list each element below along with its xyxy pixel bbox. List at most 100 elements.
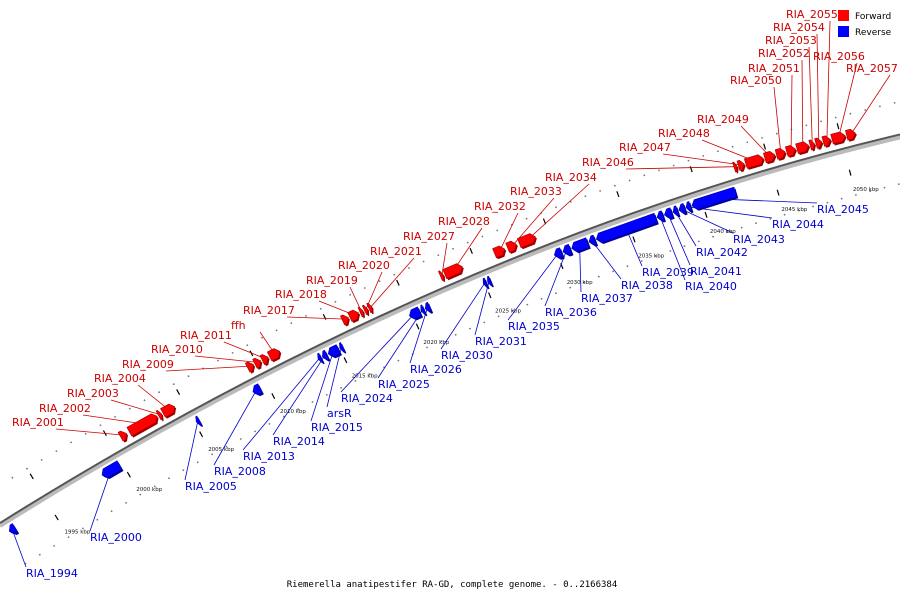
gene-arrow-ria_2054[interactable] [814,137,823,149]
gene-label-ria_1994[interactable]: RIA_1994 [26,567,78,580]
gene-label-ria_2017[interactable]: RIA_2017 [243,304,295,317]
gene-arrow-ria_2032[interactable] [492,245,506,259]
gene-label-ria_2047[interactable]: RIA_2047 [619,141,671,154]
gene-label-ria_2045[interactable]: RIA_2045 [817,203,869,216]
gene-arrow-ria_2043[interactable] [678,203,687,215]
gene-label-ria_2042[interactable]: RIA_2042 [696,246,748,259]
gene-arrow-ria_2030[interactable] [482,277,489,289]
gene-label-ria_2049[interactable]: RIA_2049 [697,113,749,126]
gene-arrow-ria_2002[interactable] [126,413,158,437]
gene-arrow-ria_2045[interactable] [691,186,738,210]
gene-arrow-ria_2055[interactable] [821,135,831,147]
gene-arrow-ria_2015[interactable] [327,344,341,358]
gene-label-ria_2056[interactable]: RIA_2056 [813,50,865,63]
gene-label-ria_2039[interactable]: RIA_2039 [642,266,694,279]
gene-label-ria_2037[interactable]: RIA_2037 [581,292,633,305]
gene-label-ria_2038[interactable]: RIA_2038 [621,279,673,292]
gene-arrow-ria_2031[interactable] [487,275,493,287]
gene-label-ria_2005[interactable]: RIA_2005 [185,480,237,493]
gene-arrow-arsr[interactable] [339,342,346,353]
gene-arrow-ria_2013[interactable] [317,352,324,363]
gene-label-ria_2052[interactable]: RIA_2052 [758,47,810,60]
gene-label-ria_2043[interactable]: RIA_2043 [733,233,785,246]
gene-arrow-ria_2056[interactable] [830,131,846,145]
gene-arrow-ria_2000[interactable] [101,460,123,478]
gene-arrow-ria_2008[interactable] [252,383,263,395]
gene-label-ria_2010[interactable]: RIA_2010 [151,343,203,356]
gene-arrow-ria_2034[interactable] [517,233,536,249]
gene-label-ria_2048[interactable]: RIA_2048 [658,127,710,140]
gene-arrow-ria_2039[interactable] [595,212,658,243]
gene-label-ria_2015[interactable]: RIA_2015 [311,421,363,434]
gene-arrow-ria_2038[interactable] [588,234,597,246]
gene-arrow-ria_2014[interactable] [322,349,330,361]
gene-label-ria_2024[interactable]: RIA_2024 [341,392,393,405]
gene-label-ria_2046[interactable]: RIA_2046 [582,156,634,169]
gene-arrow-ria_2042[interactable] [672,205,680,217]
gene-label-ria_2019[interactable]: RIA_2019 [306,274,358,287]
gene-arrow-ria_2009[interactable] [244,361,254,373]
gene-arrow-ria_2044[interactable] [685,201,693,212]
gene-label-ria_2014[interactable]: RIA_2014 [273,435,325,448]
gene-label-ria_2055[interactable]: RIA_2055 [786,8,838,21]
gene-label-ria_2001[interactable]: RIA_2001 [12,416,64,429]
gene-label-ria_2011[interactable]: RIA_2011 [180,329,232,342]
gene-arrow-ria_2027[interactable] [438,270,444,281]
gene-label-ria_2009[interactable]: RIA_2009 [122,358,174,371]
gene-label-ria_2034[interactable]: RIA_2034 [545,171,597,184]
gene-arrow-ria_2025[interactable] [420,304,427,315]
gene-arrow-ria_2036[interactable] [562,243,573,256]
gene-label-ria_2051[interactable]: RIA_2051 [748,62,800,75]
gene-arrow-ria_2037[interactable] [571,237,590,253]
gene-arrow-ria_2021[interactable] [366,302,373,314]
gene-label-ria_2050[interactable]: RIA_2050 [730,74,782,87]
gene-label-ria_2003[interactable]: RIA_2003 [67,387,119,400]
gene-arrow-ria_2035[interactable] [553,247,564,259]
gene-arrow-ria_2018[interactable] [347,309,359,322]
gene-arrow-ria_2028[interactable] [442,263,463,280]
gene-label-ria_2021[interactable]: RIA_2021 [370,245,422,258]
gene-arrow-ria_2010[interactable] [252,357,262,369]
gene-label-ria_2032[interactable]: RIA_2032 [474,200,526,213]
gene-arrow-ria_2020[interactable] [361,304,369,316]
gene-arrow-ria_2040[interactable] [656,210,665,222]
gene-label-ria_2026[interactable]: RIA_2026 [410,363,462,376]
gene-label-ria_2013[interactable]: RIA_2013 [243,450,295,463]
gene-arrow-ria_2003[interactable] [155,410,163,421]
gene-label-ria_2053[interactable]: RIA_2053 [765,34,817,47]
gene-label-ria_2028[interactable]: RIA_2028 [438,215,490,228]
gene-arrow-ria_2041[interactable] [664,207,674,219]
gene-arrow-ria_2026[interactable] [424,301,433,313]
gene-arrow-ria_2019[interactable] [357,306,364,318]
gene-label-ria_2000[interactable]: RIA_2000 [90,531,142,544]
gene-label-arsr[interactable]: arsR [327,407,352,420]
gene-arrow-ffh[interactable] [266,348,281,362]
gene-arrow-ria_2033[interactable] [505,240,517,253]
gene-label-ria_2054[interactable]: RIA_2054 [773,21,825,34]
gene-arrow-ria_2017[interactable] [339,314,349,326]
gene-arrow-ria_2053[interactable] [808,139,815,151]
gene-arrow-ria_2057[interactable] [845,128,856,141]
gene-arrow-ria_2046[interactable] [732,161,738,173]
gene-arrow-ria_2048[interactable] [743,154,764,169]
gene-label-ria_2041[interactable]: RIA_2041 [690,265,742,278]
gene-label-ffh[interactable]: ffh [231,319,246,332]
gene-arrow-ria_2049[interactable] [763,150,776,164]
gene-label-ria_2033[interactable]: RIA_2033 [510,185,562,198]
gene-label-ria_2020[interactable]: RIA_2020 [338,259,390,272]
gene-arrow-ria_1994[interactable] [8,523,19,534]
gene-arrow-ria_2004[interactable] [160,403,175,418]
gene-label-ria_2018[interactable]: RIA_2018 [275,288,327,301]
gene-arrow-ria_2024[interactable] [409,306,422,320]
gene-label-ria_2031[interactable]: RIA_2031 [475,335,527,348]
gene-label-ria_2002[interactable]: RIA_2002 [39,402,91,415]
gene-label-ria_2025[interactable]: RIA_2025 [378,378,430,391]
gene-label-ria_2030[interactable]: RIA_2030 [441,349,493,362]
gene-label-ria_2035[interactable]: RIA_2035 [508,320,560,333]
gene-label-ria_2036[interactable]: RIA_2036 [545,306,597,319]
gene-arrow-ria_2011[interactable] [259,354,269,366]
gene-arrow-ria_2001[interactable] [117,430,127,442]
gene-arrow-ria_2051[interactable] [784,145,796,157]
gene-arrow-ria_2005[interactable] [195,415,202,426]
gene-arrow-ria_2052[interactable] [795,141,809,154]
